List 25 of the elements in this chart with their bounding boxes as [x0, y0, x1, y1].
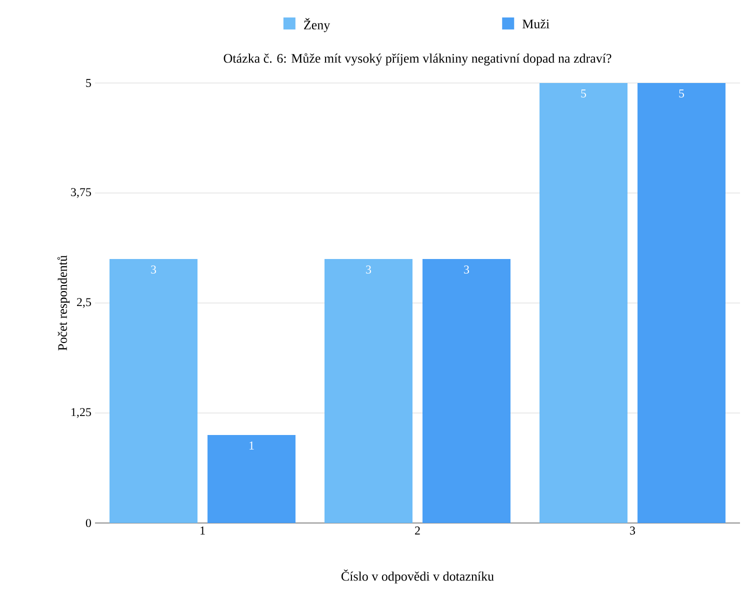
bar [208, 435, 296, 523]
y-tick-label: 3,75 [71, 188, 92, 198]
bar [422, 259, 511, 523]
data-label: 5 [679, 90, 684, 98]
bar [540, 83, 628, 523]
x-tick-label: 3 [630, 526, 636, 535]
legend-label: Muži [522, 19, 550, 28]
y-tick-label: 2,5 [77, 298, 92, 308]
y-axis-title: Počet respondentů [57, 255, 70, 350]
bar [110, 259, 198, 523]
chart-title: Otázka č. 6: Může mít vysoký příjem vlákniny negativní dopad na zdraví? [224, 53, 612, 66]
data-label: 3 [366, 266, 372, 274]
x-tick-label: 1 [200, 526, 205, 534]
bar [324, 259, 413, 523]
data-label: 5 [581, 90, 586, 98]
y-tick-label: 5 [86, 79, 92, 87]
y-tick-label: 1,25 [72, 408, 92, 418]
y-tick-label: 0 [86, 518, 92, 528]
bar [638, 83, 726, 523]
x-axis-title: Číslo v odpovědi v dotazníku [341, 569, 494, 584]
x-tick-label: 2 [415, 526, 420, 534]
data-label: 3 [464, 266, 470, 274]
data-label: 3 [151, 266, 156, 274]
data-label: 1 [250, 442, 254, 450]
legend-label: Ženy [304, 18, 330, 32]
